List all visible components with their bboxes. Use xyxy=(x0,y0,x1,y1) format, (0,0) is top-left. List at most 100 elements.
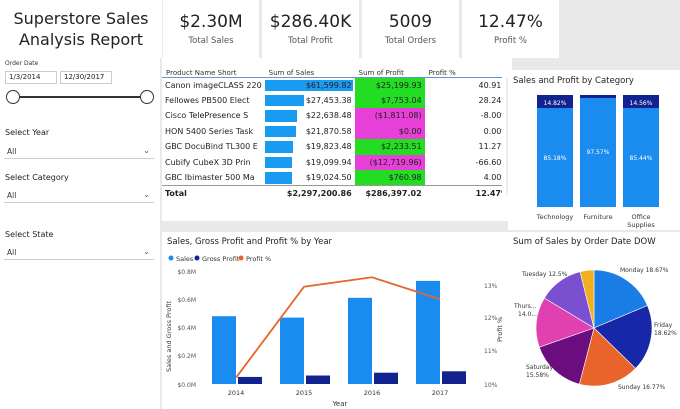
year-dropdown-value: All xyxy=(7,147,17,156)
sales-cell: $21,870.58 xyxy=(264,124,355,140)
legend-gross-profit-dot xyxy=(194,255,200,261)
bar-tech-profit[interactable] xyxy=(537,95,573,108)
pie-slice-1[interactable] xyxy=(593,305,653,369)
bar-gross-profit-2017[interactable] xyxy=(442,371,466,384)
col-header-profit[interactable]: Sum of Profit xyxy=(358,68,404,77)
bar-gross-profit-2015[interactable] xyxy=(306,375,330,384)
col-header-product[interactable]: Product Name Short xyxy=(166,68,237,77)
product-name: Fellowes PB500 Elect xyxy=(165,95,250,105)
bar-furn-sales[interactable] xyxy=(580,98,616,207)
pie-slice-4[interactable] xyxy=(535,297,595,348)
bar-tech-sales[interactable] xyxy=(537,108,573,207)
kpi-profit-pct: 12.47% Profit % xyxy=(462,0,559,58)
bar-office-profit[interactable] xyxy=(623,95,659,108)
profit-cell: ($1,811.08) xyxy=(354,108,425,124)
product-name: Cisco TelePresence S xyxy=(165,111,249,121)
table-row[interactable]: GBC DocuBind TL300 E $19,823.48 $2,233.51 1… xyxy=(162,139,502,155)
category-dropdown[interactable]: All ⌄ xyxy=(4,188,154,203)
category-label-office: Office xyxy=(632,213,651,221)
bar-sales-2015[interactable] xyxy=(280,317,304,384)
year-filter-label: Select Year xyxy=(5,128,50,137)
dow-chart-panel: Sum of Sales by Order Date DOW Monday 18… xyxy=(508,232,680,409)
start-date-input[interactable]: 1/3/2014 xyxy=(5,71,57,84)
y2tick-11: 11% xyxy=(484,348,498,355)
bar-sales-2017[interactable] xyxy=(416,280,440,384)
bar-furn-profit[interactable] xyxy=(580,95,616,98)
bar-gross-profit-2014[interactable] xyxy=(238,376,262,384)
col-header-sales[interactable]: Sum of Sales xyxy=(268,68,315,77)
pie-label-thursday-pct: 14.0... xyxy=(518,311,537,318)
table-row[interactable]: Cubify CubeX 3D Prin $19,099.94 ($12,719.9… xyxy=(162,154,502,170)
kpi-label: Total Orders xyxy=(384,36,437,46)
profit-cell: $760.98 xyxy=(354,170,425,186)
end-date-input[interactable]: 12/30/2017 xyxy=(60,71,112,84)
profit-pct-cell: 0.00% xyxy=(483,126,502,136)
line-profit-pct[interactable] xyxy=(235,276,441,379)
y2tick-12: 12% xyxy=(484,315,498,322)
sales-value: $19,099.94 xyxy=(305,157,352,167)
sales-cell: $22,638.48 xyxy=(264,108,355,124)
pie-slice-2[interactable] xyxy=(578,327,636,387)
date-slider-track[interactable] xyxy=(13,96,148,98)
year-chart-panel: Sales, Gross Profit and Profit % by Year… xyxy=(162,232,508,409)
label-tech-profit: 14.82% xyxy=(544,100,567,107)
sales-value: $19,823.48 xyxy=(305,142,352,152)
product-name: GBC Ibimaster 500 Ma xyxy=(165,173,255,182)
pie-slice-0[interactable] xyxy=(593,269,648,329)
bar-sales-2014[interactable] xyxy=(212,316,236,384)
report-title: Superstore Sales Analysis Report xyxy=(13,9,149,49)
profit-cell: $2,233.51 xyxy=(354,139,425,155)
category-label-furniture: Furniture xyxy=(583,213,612,221)
date-slider-end-handle[interactable] xyxy=(140,90,154,104)
chevron-down-icon: ⌄ xyxy=(143,247,150,256)
table-row[interactable]: Canon imageCLASS 220 $61,599.82 $25,199.93… xyxy=(162,77,502,93)
sales-cell: $27,453.38 xyxy=(264,93,355,109)
kpi-label: Profit % xyxy=(494,36,527,46)
pie-slice-3[interactable] xyxy=(538,327,595,385)
bar-gross-profit-2016[interactable] xyxy=(374,372,398,384)
kpi-total-profit: $286.40K Total Profit xyxy=(262,0,359,58)
sales-value: $61,599.82 xyxy=(305,80,352,90)
product-name: GBC DocuBind TL300 E xyxy=(165,142,258,152)
category-chart: 14.82% 14.56% 85.18% 97.57% 85.44% Techn… xyxy=(536,95,659,229)
legend-sales: Sales xyxy=(176,255,194,263)
total-profit-pct: 12.47% xyxy=(424,185,502,201)
xtick-2016: 2016 xyxy=(364,389,381,397)
pie-label-friday-pct: 18.62% xyxy=(654,330,677,337)
table-row[interactable]: Fellowes PB500 Elect $27,453.38 $7,753.04 2… xyxy=(162,92,502,109)
profit-pct-cell: 28.24% xyxy=(478,95,502,105)
col-header-profit-pct[interactable]: Profit % xyxy=(428,68,456,77)
category-label-technology: Technology xyxy=(536,213,574,221)
year-dropdown[interactable]: All ⌄ xyxy=(4,144,154,159)
category-dropdown-value: All xyxy=(7,191,17,200)
kpi-label: Total Profit xyxy=(288,36,333,46)
xtick-2015: 2015 xyxy=(296,389,313,397)
sales-databar xyxy=(264,141,293,153)
legend-profit-pct: Profit % xyxy=(246,255,271,263)
sales-databar xyxy=(264,156,292,168)
bar-sales-2016[interactable] xyxy=(348,297,372,384)
legend-gross-profit: Gross Profit xyxy=(202,255,240,263)
sales-value: $27,453.38 xyxy=(305,95,352,105)
label-furn-sales: 97.57% xyxy=(587,149,610,156)
year-chart-title: Sales, Gross Profit and Profit % by Year xyxy=(167,237,333,247)
kpi-value: 5009 xyxy=(388,12,433,32)
sales-databar xyxy=(264,94,304,106)
sales-value: $19,024.50 xyxy=(305,173,352,182)
table-row[interactable]: Cisco TelePresence S $22,638.48 ($1,811.08… xyxy=(162,108,502,124)
state-dropdown[interactable]: All ⌄ xyxy=(4,245,154,260)
profit-value: $2,233.51 xyxy=(380,142,422,152)
table-row[interactable]: HON 5400 Series Task $21,870.58 $0.00 0.00% xyxy=(162,123,502,140)
profit-pct-cell: -8.00% xyxy=(480,111,502,121)
sales-cell: $19,823.48 xyxy=(264,139,355,155)
year-chart: Sales Gross Profit Profit % $0.8M $0.6M … xyxy=(165,255,504,408)
legend-profit-pct-dot xyxy=(238,255,244,261)
legend-sales-dot xyxy=(168,255,174,261)
table-row[interactable]: GBC Ibimaster 500 Ma $19,024.50 $760.98 4.0… xyxy=(162,170,502,186)
label-office-profit: 14.56% xyxy=(630,100,653,107)
bar-office-sales[interactable] xyxy=(623,108,659,207)
pie-slice-6[interactable] xyxy=(579,269,595,329)
profit-cell: ($12,719.96) xyxy=(354,154,425,170)
date-slider-start-handle[interactable] xyxy=(6,90,20,104)
total-sales: $2,297,200.86 xyxy=(264,185,355,201)
